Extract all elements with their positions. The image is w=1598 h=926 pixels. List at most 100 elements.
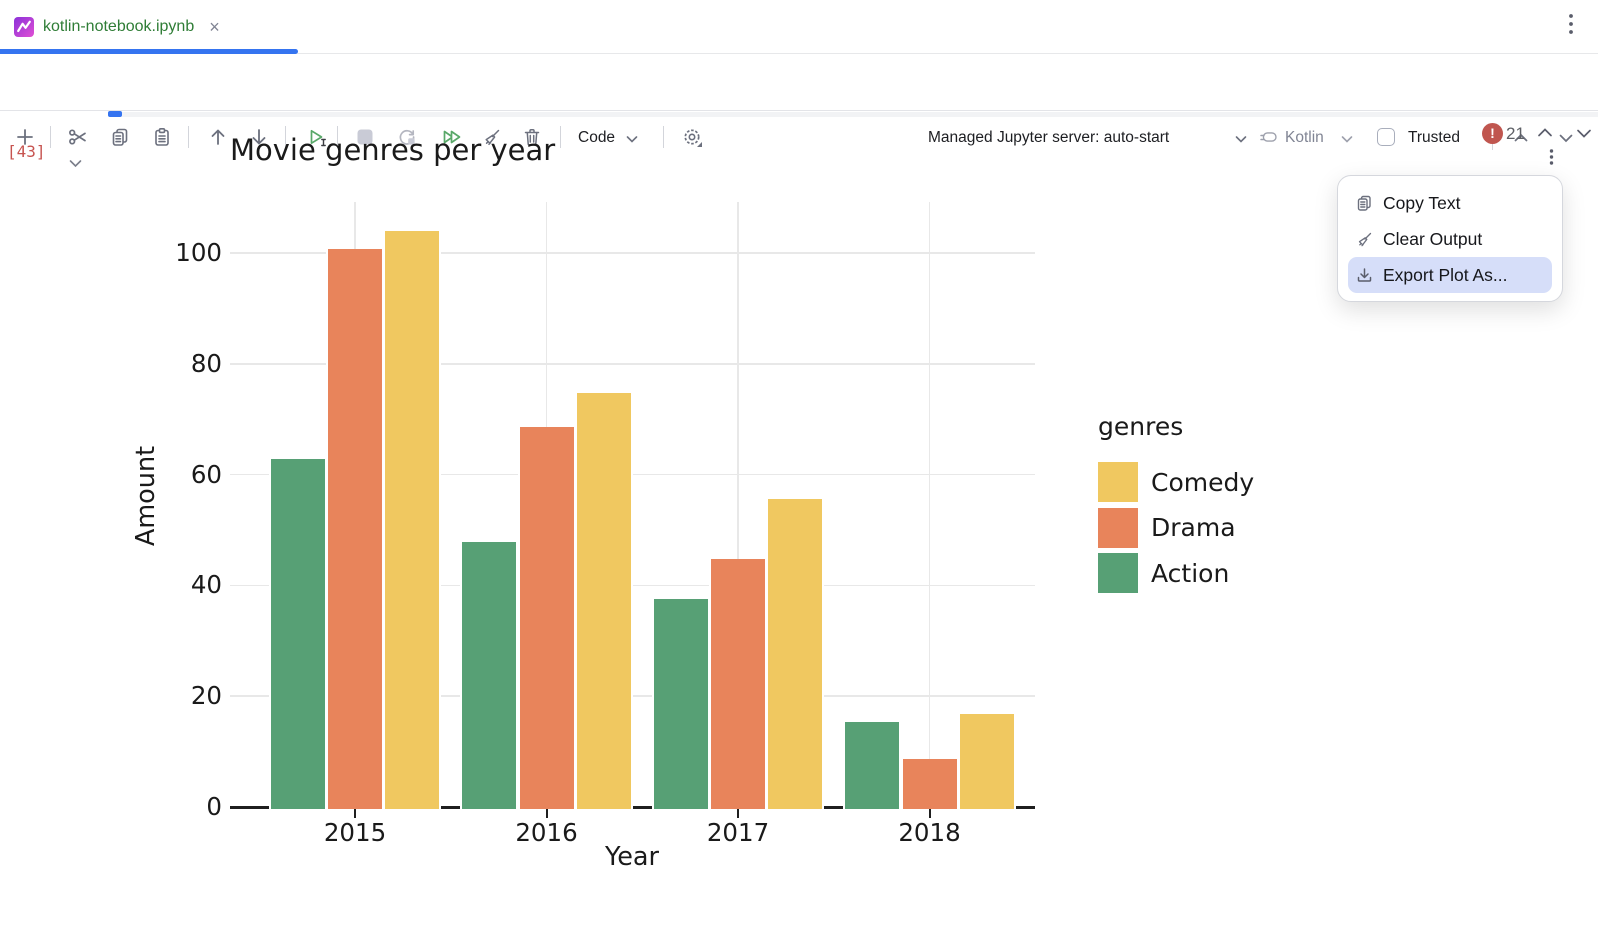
legend-item-action: Action — [1098, 553, 1254, 593]
y-tick-label: 20 — [190, 681, 222, 711]
settings-gear-icon[interactable] — [680, 126, 702, 148]
legend-swatch — [1098, 553, 1138, 593]
legend-title: genres — [1098, 412, 1184, 441]
editor-options-kebab-icon[interactable] — [1562, 8, 1582, 42]
bar-action-2015 — [270, 459, 325, 810]
bar-comedy-2016 — [576, 393, 631, 810]
add-cell-icon[interactable] — [14, 126, 36, 148]
x-tick-mark — [354, 809, 356, 818]
bar-drama-2015 — [328, 249, 382, 810]
legend-label: Action — [1151, 558, 1230, 588]
gridline-h — [230, 252, 1035, 254]
chevron-down-icon[interactable] — [1340, 134, 1354, 144]
menu-item-export-plot-as[interactable]: Export Plot As... — [1348, 257, 1552, 293]
scroll-up-chevron-icon[interactable] — [1513, 132, 1528, 142]
bar-action-2018 — [845, 721, 900, 810]
menu-item-label: Copy Text — [1383, 192, 1461, 213]
toolbar-separator — [663, 126, 664, 148]
copy-icon — [1355, 194, 1374, 213]
kernel-selector[interactable]: Kotlin — [1285, 129, 1324, 146]
restart-kernel-icon[interactable] — [396, 126, 418, 148]
execution-count-label: [43] — [7, 142, 46, 161]
bar-comedy-2017 — [768, 498, 823, 810]
tab-title: kotlin-notebook.ipynb — [43, 17, 195, 35]
bar-drama-2016 — [519, 426, 574, 810]
bar-action-2016 — [462, 542, 517, 810]
y-tick-label: 40 — [190, 570, 222, 600]
toolbar-separator — [285, 126, 286, 148]
collapsed-cell-input-bar[interactable] — [122, 111, 1598, 117]
y-tick-label: 60 — [190, 459, 222, 489]
chevron-down-icon[interactable] — [625, 134, 639, 144]
x-tick-label: 2015 — [323, 818, 387, 847]
y-tick-label: 0 — [206, 792, 222, 821]
gridline-h — [230, 363, 1035, 365]
gridline-v — [737, 202, 739, 807]
chart-title: Movie genres per year — [230, 133, 556, 167]
chevron-down-icon[interactable] — [1234, 134, 1248, 144]
gridline-h — [230, 584, 1035, 587]
bar-action-2017 — [653, 598, 708, 810]
toolbar-separator — [50, 126, 51, 148]
clear-outputs-broom-icon[interactable] — [481, 126, 503, 148]
legend-item-drama: Drama — [1098, 507, 1254, 548]
cut-icon[interactable] — [67, 126, 89, 148]
gridline-v — [928, 202, 931, 807]
next-error-chevron-icon[interactable] — [1575, 126, 1593, 140]
menu-item-copy-text[interactable]: Copy Text — [1348, 185, 1552, 221]
y-tick-label: 80 — [190, 348, 222, 378]
tab-close-icon[interactable]: × — [209, 16, 220, 37]
scroll-down-chevron-icon[interactable] — [1558, 132, 1573, 143]
run-cell-icon[interactable] — [305, 126, 327, 148]
x-tick-label: 2017 — [706, 818, 770, 847]
cell-type-dropdown[interactable]: Code — [578, 129, 616, 146]
notebook-file-icon — [14, 16, 34, 37]
toolbar-separator — [337, 126, 338, 148]
bar-drama-2018 — [902, 758, 957, 810]
menu-item-label: Clear Output — [1383, 228, 1483, 249]
broom-icon — [1355, 230, 1374, 249]
output-options-kebab-icon[interactable] — [1546, 146, 1558, 168]
error-count: 21 — [1506, 124, 1525, 143]
trusted-checkbox[interactable] — [1377, 128, 1395, 146]
run-all-icon[interactable] — [440, 126, 462, 148]
menu-item-label: Export Plot As... — [1383, 264, 1508, 285]
jupyter-server-selector[interactable]: Managed Jupyter server: auto-start — [928, 129, 1170, 146]
y-tick-label: 100 — [175, 238, 222, 267]
chart-legend: genres Comedy Drama Action — [1098, 412, 1254, 599]
cell-selection-marker — [108, 111, 122, 117]
x-tick-mark — [545, 809, 548, 818]
notebook-toolbar: Code Managed Jupyter server: auto-start … — [0, 54, 1598, 150]
editor-tab-bar: kotlin-notebook.ipynb × — [0, 0, 1598, 54]
paste-icon[interactable] — [151, 126, 173, 148]
menu-item-clear-output[interactable]: Clear Output — [1348, 221, 1552, 257]
x-axis-title: Year — [605, 842, 659, 872]
tab-kotlin-notebook[interactable]: kotlin-notebook.ipynb × — [0, 0, 234, 53]
stop-icon[interactable] — [354, 126, 376, 148]
legend-item-comedy: Comedy — [1098, 462, 1254, 502]
x-axis-line — [230, 806, 1035, 809]
x-tick-label: 2018 — [898, 818, 961, 847]
move-up-icon[interactable] — [207, 126, 229, 148]
legend-label: Comedy — [1151, 467, 1255, 497]
copy-icon[interactable] — [109, 126, 131, 148]
toolbar-separator — [560, 126, 561, 148]
trusted-label: Trusted — [1408, 129, 1460, 146]
error-badge-icon[interactable]: ! — [1482, 122, 1503, 144]
legend-label: Drama — [1151, 513, 1236, 542]
delete-cell-trash-icon[interactable] — [521, 126, 543, 148]
x-tick-label: 2016 — [515, 818, 578, 847]
bar-drama-2017 — [711, 558, 765, 810]
toolbar-separator — [188, 126, 189, 148]
gridline-h — [230, 473, 1035, 476]
collapse-output-chevron-icon[interactable] — [68, 158, 83, 169]
plug-icon — [1258, 128, 1280, 150]
legend-swatch — [1098, 507, 1138, 548]
bar-comedy-2018 — [959, 714, 1014, 810]
move-down-icon[interactable] — [248, 126, 270, 148]
prev-error-chevron-icon[interactable] — [1536, 126, 1554, 140]
gridline-h — [230, 695, 1035, 697]
x-tick-mark — [737, 809, 739, 818]
x-tick-mark — [928, 809, 931, 818]
